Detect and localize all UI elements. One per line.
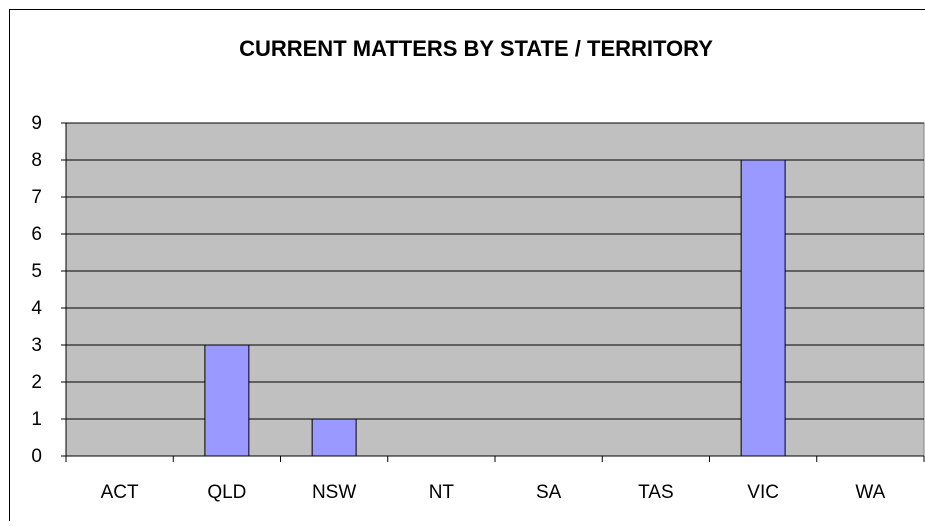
bar <box>741 160 785 456</box>
x-tick-label: TAS <box>638 482 674 503</box>
y-tick-label: 9 <box>31 113 42 134</box>
chart-title: CURRENT MATTERS BY STATE / TERRITORY <box>239 36 713 61</box>
bar <box>312 419 356 456</box>
x-tick-label: SA <box>536 482 562 503</box>
bar <box>205 345 249 456</box>
y-tick-label: 1 <box>31 409 42 430</box>
x-tick-label: NT <box>429 482 455 503</box>
x-tick-label: VIC <box>747 482 779 503</box>
x-tick-label: ACT <box>101 482 139 503</box>
x-tick-label: QLD <box>207 482 246 503</box>
x-tick-label: NSW <box>312 482 356 503</box>
y-tick-label: 0 <box>31 446 42 467</box>
y-tick-label: 6 <box>31 224 42 245</box>
x-tick-label: WA <box>855 482 885 503</box>
y-tick-label: 8 <box>31 150 42 171</box>
y-tick-label: 5 <box>31 261 42 282</box>
y-tick-label: 4 <box>31 298 42 319</box>
y-tick-label: 7 <box>31 187 42 208</box>
plot-area <box>66 123 924 456</box>
y-tick-label: 2 <box>31 372 42 393</box>
y-tick-label: 3 <box>31 335 42 356</box>
